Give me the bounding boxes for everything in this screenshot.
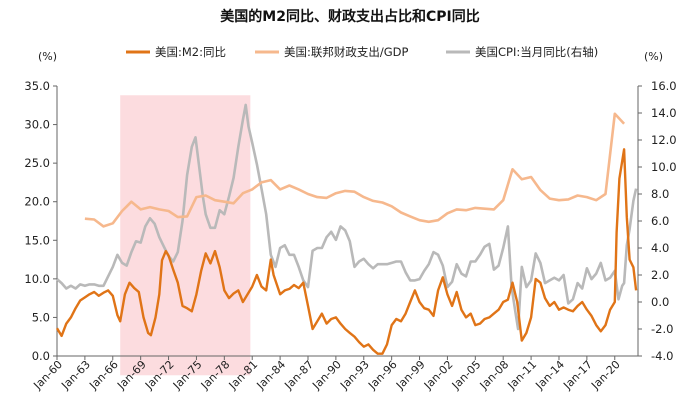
right-tick-label: 14.0 (651, 106, 677, 120)
fiscal-spending-line (84, 112, 626, 228)
x-tick-label: Jan-96 (365, 358, 400, 393)
left-tick-label: 30.0 (24, 118, 50, 132)
x-tick-label: Jan-99 (393, 358, 428, 393)
x-tick-label: Jan-60 (31, 358, 66, 393)
left-tick-label: 5.0 (32, 310, 50, 324)
x-tick-label: Jan-02 (421, 358, 456, 393)
right-tick-label: -4.0 (651, 349, 673, 363)
left-tick-label: 15.0 (24, 233, 50, 247)
left-tick-label: 0.0 (32, 349, 50, 363)
plot-area: 0.0 5.0 10.0 15.0 20.0 25.0 30.0 35.0 -4.0 -2.0 0.… (24, 79, 676, 393)
right-tick-label: 0.0 (651, 295, 669, 309)
legend-label-fiscal: 美国:联邦财政支出/GDP (284, 45, 409, 59)
right-axis-unit: (%) (644, 50, 663, 63)
right-tick-label: 16.0 (651, 79, 677, 93)
left-tick-label: 35.0 (24, 79, 50, 93)
m2-line (55, 148, 638, 355)
right-tick-label: -2.0 (651, 322, 673, 336)
legend-label-cpi: 美国CPI:当月同比(右轴) (475, 45, 598, 59)
x-tick-label: Jan-84 (254, 358, 289, 393)
left-tick-label: 25.0 (24, 156, 50, 170)
x-tick-label: Jan-63 (58, 358, 93, 393)
left-tick-label: 10.0 (24, 272, 50, 286)
x-tick-label: Jan-20 (588, 358, 623, 393)
right-tick-label: 12.0 (651, 133, 677, 147)
right-tick-label: 8.0 (651, 187, 669, 201)
left-tick-label: 20.0 (24, 195, 50, 209)
x-tick-label: Jan-05 (449, 358, 484, 393)
x-tick-label: Jan-93 (337, 358, 372, 393)
legend-label-m2: 美国:M2:同比 (155, 45, 226, 59)
x-tick-label: Jan-90 (309, 358, 344, 393)
left-axis-unit: (%) (38, 50, 57, 63)
cpi-line (56, 103, 638, 331)
x-tick-label: Jan-87 (282, 358, 317, 393)
x-tick-label: Jan-66 (86, 358, 121, 393)
x-tick-label: Jan-11 (505, 358, 540, 393)
right-tick-label: 10.0 (651, 160, 677, 174)
x-tick-label: Jan-14 (533, 358, 568, 393)
x-tick-label: Jan-08 (477, 358, 512, 393)
legend: 美国:M2:同比 美国:联邦财政支出/GDP 美国CPI:当月同比(右轴) (126, 45, 598, 59)
right-tick-label: 2.0 (651, 268, 669, 282)
right-tick-label: 4.0 (651, 241, 669, 255)
x-tick-label: Jan-17 (560, 358, 595, 393)
right-tick-label: 6.0 (651, 214, 669, 228)
chart-title: 美国的M2同比、财政支出占比和CPI同比 (220, 8, 479, 25)
highlight-band (120, 95, 251, 376)
